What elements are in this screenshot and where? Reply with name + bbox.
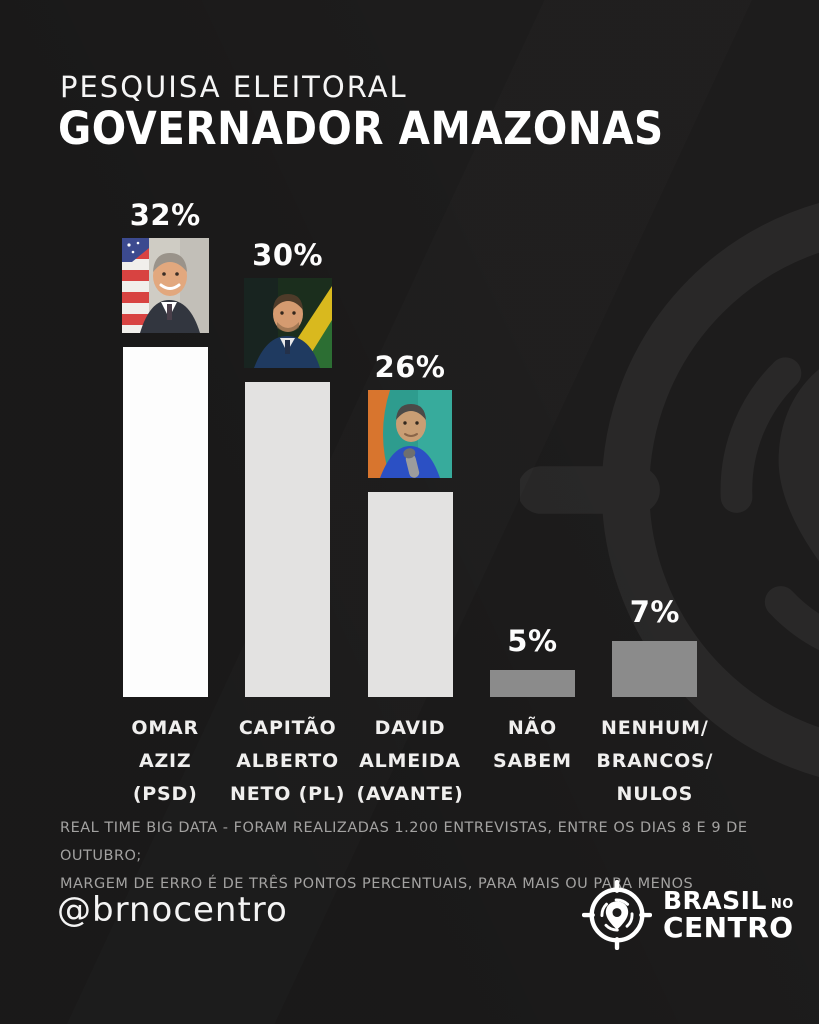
category-label: OMAR AZIZ (PSD)	[104, 712, 226, 811]
brand-word-no: NO	[770, 897, 794, 912]
category-label-line: NULOS	[616, 783, 694, 805]
bar-2	[245, 382, 331, 697]
bar-value-label: 26%	[374, 350, 446, 384]
candidate-photo	[243, 278, 332, 368]
category-label-line: ALMEIDA	[359, 750, 461, 772]
footnote-line-2: MARGEM DE ERRO É DE TRÊS PONTOS PERCENTU…	[60, 876, 694, 892]
bar-value-label: 32%	[129, 198, 201, 232]
category-label: DAVID ALMEIDA (AVANTE)	[349, 712, 471, 811]
brand-logo: BRASIL NO CENTRO	[581, 879, 794, 951]
bar-value-label: 30%	[252, 238, 324, 272]
bar-chart: 32% 30% 26%	[104, 195, 716, 697]
category-label: CAPITÃO ALBERTO NETO (PL)	[226, 712, 348, 811]
candidate-photo-capitao-alberto-neto-art	[243, 278, 332, 368]
crosshair-pin-icon	[581, 879, 653, 951]
chart-column-1: 32%	[104, 195, 226, 697]
category-label: NENHUM/BRANCOS/NULOS	[594, 712, 716, 811]
footnote-line-1: REAL TIME BIG DATA - FORAM REALIZADAS 1.…	[60, 820, 748, 864]
bar-value-label: 7%	[629, 595, 680, 629]
category-label: NÃO SABEM	[471, 712, 593, 811]
category-label-line: NETO (PL)	[230, 783, 346, 805]
methodology-footnote: REAL TIME BIG DATA - FORAM REALIZADAS 1.…	[60, 814, 770, 898]
chart-column-5: 7%	[594, 195, 716, 697]
category-label-line: (AVANTE)	[356, 783, 464, 805]
candidate-photo-omar-aziz-art	[121, 238, 209, 333]
bar-chart-category-labels: OMAR AZIZ (PSD) CAPITÃO ALBERTO NETO (PL) DAVI…	[104, 712, 716, 811]
category-label-line: BRANCOS/	[596, 750, 714, 772]
bar-3	[367, 492, 453, 697]
page-title: GOVERNADOR AMAZONAS	[58, 102, 664, 155]
kicker-text: PESQUISA ELEITORAL	[60, 70, 408, 104]
candidate-photo	[368, 390, 453, 478]
chart-column-2: 30%	[226, 195, 348, 697]
category-label-line: DAVID	[374, 717, 446, 739]
bar-5	[612, 641, 698, 697]
brand-word-brasil: BRASIL	[663, 886, 767, 915]
category-label-line: (PSD)	[132, 783, 198, 805]
bar-4	[489, 670, 575, 697]
category-label-line: OMAR	[131, 717, 199, 739]
category-label-line: CAPITÃO	[238, 717, 337, 739]
candidate-photo	[121, 238, 209, 333]
category-label-line: NÃO	[507, 717, 557, 739]
chart-column-4: 5%	[471, 195, 593, 697]
category-label-line: NENHUM/	[601, 717, 709, 739]
category-label-line: ALBERTO	[236, 750, 339, 772]
category-label-line: AZIZ	[138, 750, 192, 772]
candidate-photo-david-almeida-art	[368, 390, 453, 478]
crosshair-pin-icon-art	[581, 879, 653, 951]
brand-word-centro: CENTRO	[663, 911, 794, 944]
chart-column-3: 26%	[349, 195, 471, 697]
category-label-line: SABEM	[493, 750, 572, 772]
social-handle: @brnocentro	[57, 890, 288, 930]
bar-value-label: 5%	[507, 624, 558, 658]
bar-1	[122, 347, 208, 697]
brand-wordmark: BRASIL NO CENTRO	[663, 888, 794, 942]
